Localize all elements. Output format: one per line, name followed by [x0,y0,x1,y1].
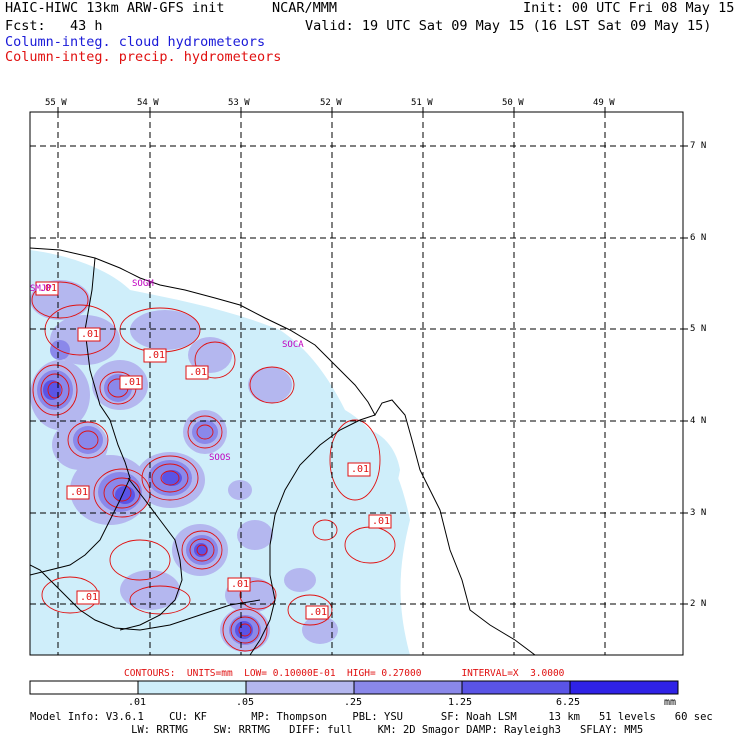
tick-marks [57,107,688,605]
colorbar-level: .05 [236,697,255,708]
contour-label: .01 [351,464,370,475]
field-precip-label: Column-integ. precip. hydrometeors [5,49,282,65]
lon-label: 49 W [593,98,615,108]
contour-label: .01 [123,377,142,388]
lat-label: 6 N [690,233,707,243]
model-info-line1: Model Info: V3.6.1 CU: KF MP: Thompson P… [30,711,713,723]
lon-label: 51 W [411,98,433,108]
field-cloud-label: Column-integ. cloud hydrometeors [5,34,266,50]
lon-label: 53 W [228,98,250,108]
colorbar-level: .25 [344,697,363,708]
station-label: SOGM [132,279,154,289]
lat-label: 7 N [690,141,707,151]
hydrometeor-fill [30,250,410,655]
contour-label: .01 [231,579,250,590]
station-label: SOCA [282,340,304,350]
model-info-line2: LW: RRTMG SW: RRTMG DIFF: full KM: 2D Sm… [30,724,644,736]
init-time: Init: 00 UTC Fri 08 May 15 [523,0,735,16]
lat-label: 4 N [690,416,707,426]
model-title: HAIC-HIWC 13km ARW-GFS init [5,0,225,16]
valid-time: Valid: 19 UTC Sat 09 May 15 (16 LST Sat … [305,18,712,34]
contour-label: .01 [309,607,328,618]
contours-info: CONTOURS: UNITS=mm LOW= 0.10000E-01 HIGH… [124,668,565,679]
map-frame [29,111,684,656]
lon-label: 52 W [320,98,342,108]
colorbar-units: mm [664,697,677,708]
contour-label: .01 [39,283,58,294]
contour-label: .01 [372,516,391,527]
contour-label: .01 [70,487,89,498]
lon-label: 50 W [502,98,524,108]
coastline [30,247,536,655]
contour-label-boxes [35,281,392,620]
graticule [30,112,683,655]
lon-label: 55 W [45,98,67,108]
precip-contours [31,281,396,652]
contour-label: .01 [189,367,208,378]
lat-label: 2 N [690,599,707,609]
colorbar-level: .01 [128,697,147,708]
forecast-hour: Fcst: 43 h [5,18,103,34]
lon-label: 54 W [137,98,159,108]
contour-label: .01 [81,329,100,340]
colorbar-level: 1.25 [448,697,473,708]
contour-label: .01 [80,592,99,603]
lat-label: 5 N [690,324,707,334]
lat-label: 3 N [690,508,707,518]
contour-label: .01 [147,350,166,361]
center-label: NCAR/MMM [272,0,338,16]
station-label: SMJP [30,284,52,294]
station-label: SOOS [209,453,231,463]
colorbar-level: 6.25 [556,697,581,708]
